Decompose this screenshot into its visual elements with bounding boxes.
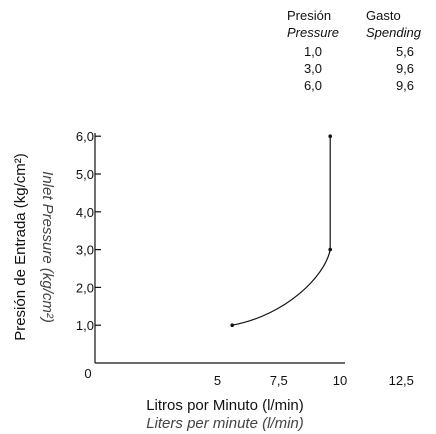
- data-point: [328, 247, 333, 252]
- table-row-spending: 9,6: [395, 78, 415, 93]
- table-row-spending: 5,6: [395, 44, 415, 59]
- y-tick-label: 6,0: [76, 129, 94, 144]
- y-tick-label: 4,0: [76, 205, 94, 220]
- header-spending-es: Gasto: [366, 8, 401, 23]
- x-tick-label: 5: [214, 373, 221, 388]
- data-point: [328, 134, 333, 138]
- x-axis-title-en: Liters per minute (l/min): [146, 415, 304, 432]
- y-tick-label: 5,0: [76, 167, 94, 182]
- y-tick-label: 3,0: [76, 243, 94, 258]
- header-spending-en: Spending: [366, 25, 421, 40]
- data-point: [230, 323, 234, 328]
- y-tick-label: 2,0: [76, 280, 94, 295]
- x-tick-label: 0: [84, 366, 91, 381]
- y-axis-title-en: Inlet Pressure (kg/cm²): [39, 171, 56, 323]
- table-row-spending: 9,6: [395, 61, 415, 76]
- series-line: [232, 136, 331, 326]
- x-tick-label: 10: [333, 373, 347, 388]
- header-pressure-es: Presión: [287, 8, 332, 23]
- table-row-pressure: 3,0: [303, 61, 323, 76]
- header-pressure-en: Pressure: [287, 25, 340, 40]
- x-tick-label: 7,5: [270, 373, 288, 388]
- y-tick-label: 1,0: [76, 318, 94, 333]
- table-row-pressure: 6,0: [303, 78, 323, 93]
- x-axis-title: Litros por Minuto (l/min): [146, 397, 304, 414]
- table-row-pressure: 1,0: [303, 44, 323, 59]
- y-axis-title: Presión de Entrada (kg/cm²): [12, 153, 29, 341]
- x-tick-label: 12,5: [389, 373, 414, 388]
